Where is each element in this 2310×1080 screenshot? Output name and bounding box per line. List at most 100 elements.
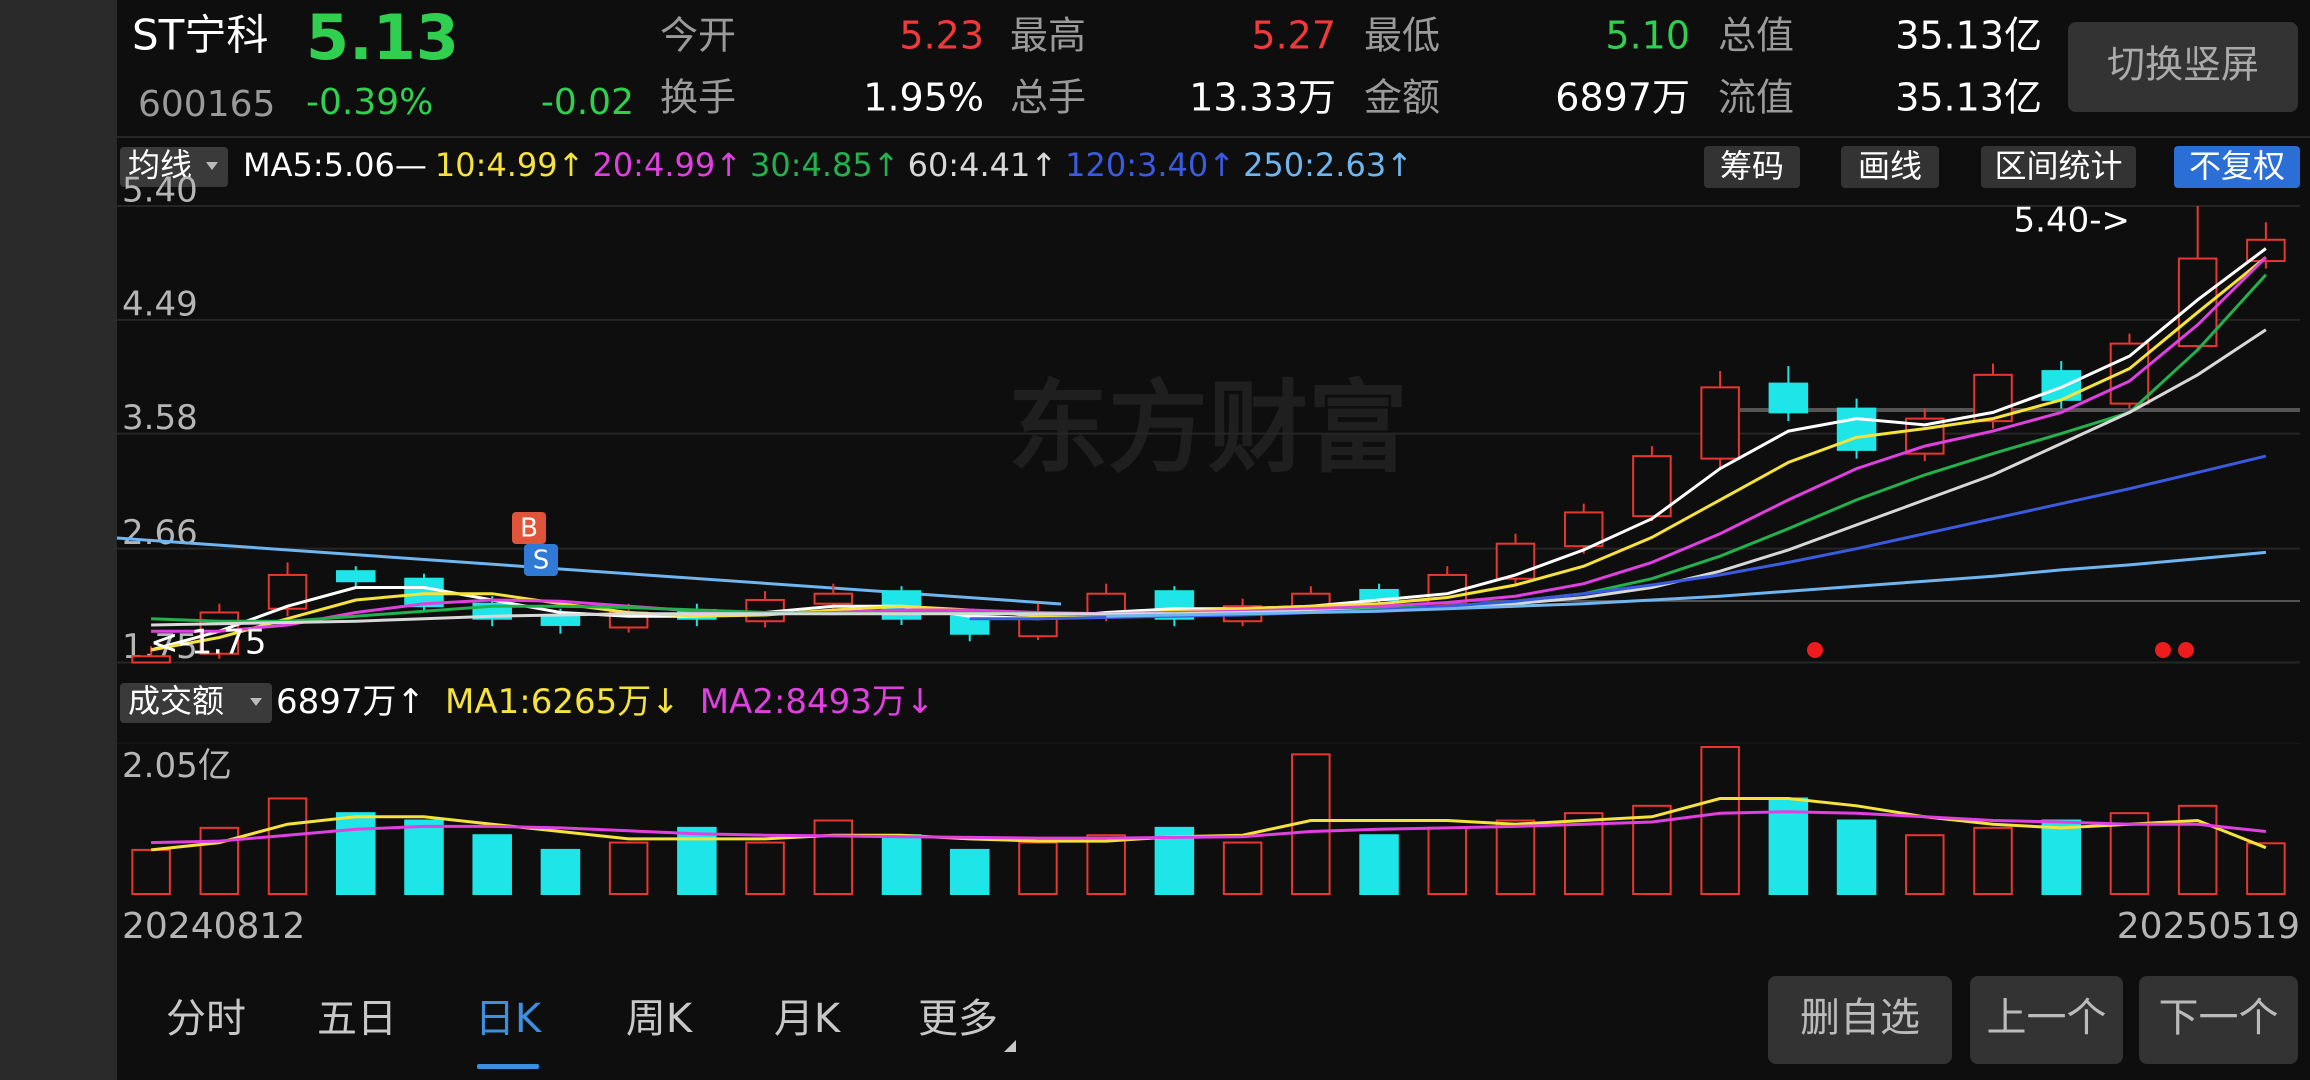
stat-value: 1.95% [863,76,984,120]
y-tick-label: 3.58 [122,398,198,438]
toolbar-button[interactable] [1704,146,1800,188]
volume-bar [745,841,785,896]
stock-price: 5.13 [306,1,459,74]
period-tab[interactable]: 更多 [918,996,998,1042]
volume-selector[interactable] [120,683,272,723]
stat-label: 最高 [1010,14,1086,58]
volume-bar [1086,834,1126,895]
volume-bar [1359,834,1399,895]
stat-label: 最低 [1364,14,1440,58]
stat-label: 今开 [660,14,736,58]
toolbar-button[interactable] [1981,146,2136,188]
action-button-label[interactable]: 下一个 [2159,995,2279,1041]
volume-bar [1222,841,1263,896]
volume-bar [267,797,308,895]
volume-title[interactable]: 成交额 [128,682,224,720]
toolbar-button[interactable] [1841,146,1939,188]
price-marks [131,206,2286,664]
ma-line [150,256,2267,652]
volume-bar [1768,797,1809,895]
candle-body [1563,511,1604,548]
toolbar-button[interactable] [2174,146,2300,188]
candle-body [540,615,581,626]
volume-ma-line [151,810,2267,845]
stat-label: 金额 [1364,76,1440,120]
stock-name: ST宁科 [132,11,268,60]
volume-bar [2041,819,2081,896]
ma-line [1106,550,2267,618]
volume-bar [1427,826,1468,896]
y-tick-label: 5.40 [122,171,198,211]
sell-marker-label: S [533,546,550,576]
toolbar: 筹码 画线 区间统计 不复权 [1704,146,2300,188]
ma-legend: MA5:5.06— 10:4.99↑ 20:4.99↑ 30:4.85↑ 60:4.41… [243,146,1413,184]
candle-body [1495,542,1536,580]
candle-body [131,655,171,664]
toolbar-button-label[interactable]: 画线 [1858,147,1922,185]
stat-value: 35.13亿 [1895,14,2042,58]
low-annotation: <-1.75 [150,623,266,663]
period-tabs: 分时 五日 日K 周K 月K 更多 [166,996,1016,1069]
signal-dot [2178,642,2194,658]
y-tick-label: 2.66 [122,513,198,553]
period-tab[interactable]: 周K [626,996,694,1042]
action-button-label[interactable]: 上一个 [1987,995,2107,1041]
watermark: 东方财富 [1008,369,1408,486]
signal-dot [2155,642,2171,658]
high-annotation: 5.40-> [2014,201,2130,241]
volume-bar [1563,812,1604,895]
stat-label: 流值 [1718,76,1794,120]
stat-value: 13.33万 [1189,76,1336,120]
action-button[interactable] [1768,976,1952,1064]
side-strip [0,0,117,1080]
volume-bar [608,841,649,896]
candle-body [1700,386,1740,460]
toolbar-button-label[interactable]: 不复权 [2189,147,2285,185]
stat-label: 换手 [660,76,736,120]
volume-bar [813,819,854,896]
volume-bar [1905,834,1945,895]
sell-marker [524,544,558,576]
stat-label: 总值 [1718,14,1794,58]
toolbar-button-label[interactable]: 区间统计 [1994,147,2122,185]
volume-legend: 6897万↑ MA1:6265万↓ MA2:8493万↓ [276,682,934,722]
volume-bar [131,848,171,896]
volume-bar [2246,842,2286,896]
period-tab[interactable]: 分时 [166,996,246,1042]
volume-bar [540,848,581,896]
period-tab[interactable]: 日K [475,996,543,1042]
ma-selector-label[interactable]: 均线 [128,146,192,184]
price-chart: 东方财富 5.404.493.582.661.75 [117,171,2300,667]
legend-entry: MA2:8493万↓ [700,682,935,722]
y-tick-label: 4.49 [122,284,198,324]
period-tab[interactable]: 五日 [317,996,397,1042]
change-value: -0.02 [541,82,634,123]
action-button[interactable] [1970,976,2123,1064]
volume-bar [1700,746,1740,895]
volume-bar [949,848,990,896]
stat-value: 5.10 [1605,14,1690,58]
legend-entry: 30:4.85↑ [750,146,900,184]
legend-entry: MA5:5.06— [243,146,427,184]
actions: 删自选 上一个 下一个 [1768,976,2298,1064]
period-tab[interactable]: 月K [774,996,842,1042]
ma-selector[interactable] [120,147,228,187]
candle-body [336,570,376,583]
switch-button-label[interactable]: 切换竖屏 [2107,43,2259,87]
candle-body [813,592,854,605]
toolbar-button-label[interactable]: 筹码 [1720,147,1784,185]
signal-dot [1807,642,1823,658]
volume-bar [881,834,922,895]
action-button[interactable] [2139,976,2298,1064]
buy-marker [512,512,546,544]
stat-label: 总手 [1010,76,1086,120]
candle-body [1632,455,1672,518]
legend-entry: MA1:6265万↓ [445,682,680,722]
volume-chart: 2.05亿 20240812 20250519 [117,742,2300,947]
action-button-label[interactable]: 删自选 [1800,995,1920,1041]
stock-code: 600165 [138,84,275,125]
volume-bar [404,819,444,896]
dropdown-arrow [250,698,262,706]
candle-body [1768,382,1809,414]
switch-button[interactable] [2068,22,2298,112]
